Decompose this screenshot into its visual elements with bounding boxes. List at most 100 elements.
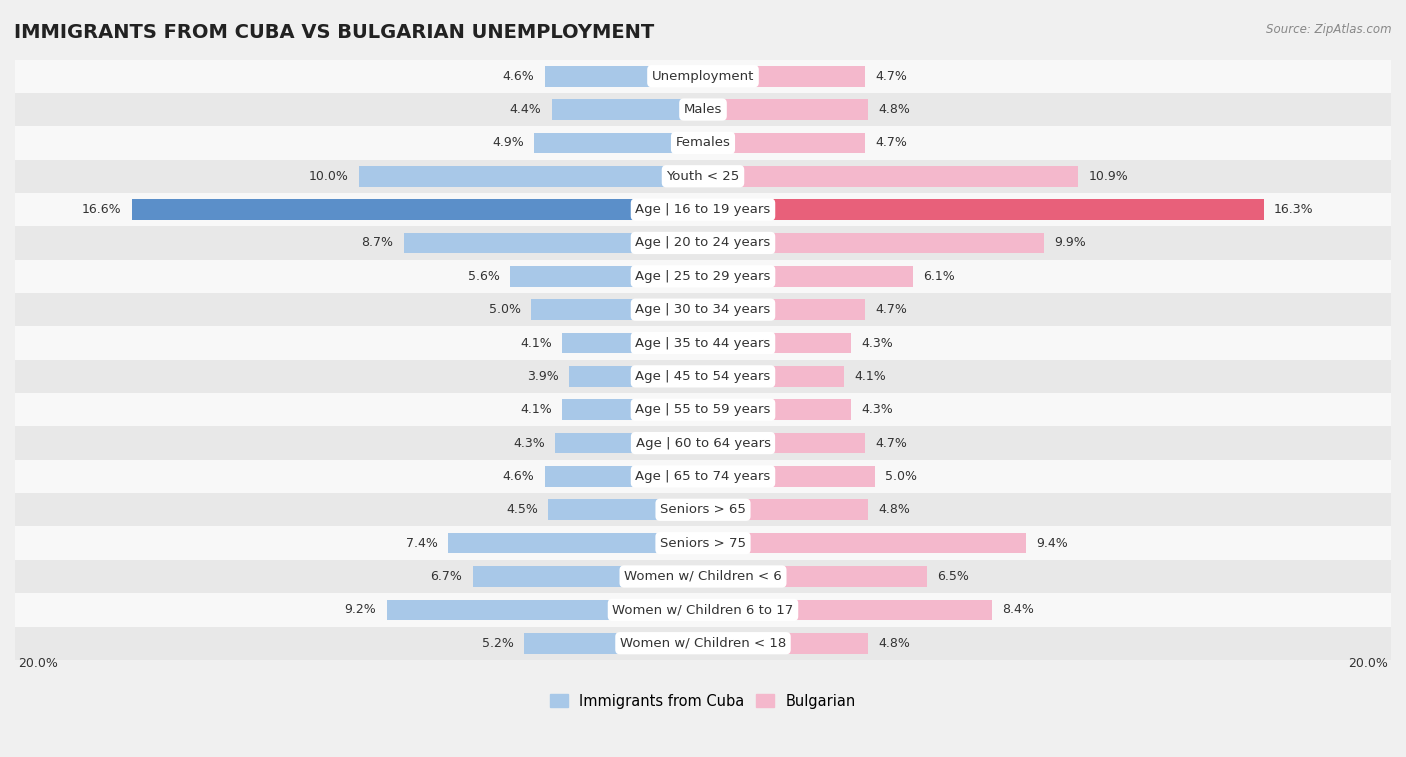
Text: Age | 60 to 64 years: Age | 60 to 64 years [636, 437, 770, 450]
Bar [472, 566, 703, 587]
Bar [15, 60, 1391, 93]
Text: 16.3%: 16.3% [1274, 203, 1313, 216]
Text: 5.0%: 5.0% [886, 470, 917, 483]
Bar [15, 426, 1391, 459]
Bar [703, 400, 851, 420]
Text: 4.8%: 4.8% [879, 503, 910, 516]
Text: 7.4%: 7.4% [406, 537, 439, 550]
Text: 4.7%: 4.7% [875, 136, 907, 149]
Text: Age | 25 to 29 years: Age | 25 to 29 years [636, 269, 770, 283]
Bar [15, 593, 1391, 627]
Bar [524, 633, 703, 653]
Bar [562, 400, 703, 420]
Bar [703, 66, 865, 86]
Bar [555, 433, 703, 453]
Text: 4.7%: 4.7% [875, 303, 907, 316]
Text: 9.2%: 9.2% [344, 603, 377, 616]
Text: 6.7%: 6.7% [430, 570, 463, 583]
Text: Women w/ Children < 6: Women w/ Children < 6 [624, 570, 782, 583]
Bar [15, 93, 1391, 126]
Bar [703, 232, 1043, 254]
Text: IMMIGRANTS FROM CUBA VS BULGARIAN UNEMPLOYMENT: IMMIGRANTS FROM CUBA VS BULGARIAN UNEMPL… [14, 23, 654, 42]
Bar [132, 199, 703, 220]
Bar [15, 126, 1391, 160]
Bar [569, 366, 703, 387]
Bar [703, 332, 851, 354]
Text: 3.9%: 3.9% [527, 370, 558, 383]
Bar [359, 166, 703, 186]
Text: 4.9%: 4.9% [492, 136, 524, 149]
Text: Women w/ Children 6 to 17: Women w/ Children 6 to 17 [613, 603, 793, 616]
Bar [449, 533, 703, 553]
Bar [15, 627, 1391, 660]
Text: Age | 45 to 54 years: Age | 45 to 54 years [636, 370, 770, 383]
Text: 4.8%: 4.8% [879, 103, 910, 116]
Bar [544, 66, 703, 86]
Bar [703, 433, 865, 453]
Bar [703, 99, 868, 120]
Text: 4.3%: 4.3% [862, 403, 893, 416]
Text: 6.1%: 6.1% [924, 269, 955, 283]
Bar [703, 366, 844, 387]
Text: Age | 20 to 24 years: Age | 20 to 24 years [636, 236, 770, 250]
Bar [703, 466, 875, 487]
Bar [703, 533, 1026, 553]
Bar [15, 193, 1391, 226]
Text: 9.9%: 9.9% [1054, 236, 1085, 250]
Text: 4.7%: 4.7% [875, 70, 907, 83]
Text: Age | 55 to 59 years: Age | 55 to 59 years [636, 403, 770, 416]
Text: Unemployment: Unemployment [652, 70, 754, 83]
Bar [562, 332, 703, 354]
Bar [15, 493, 1391, 526]
Legend: Immigrants from Cuba, Bulgarian: Immigrants from Cuba, Bulgarian [544, 688, 862, 715]
Bar [404, 232, 703, 254]
Bar [534, 132, 703, 153]
Text: 5.2%: 5.2% [482, 637, 513, 650]
Text: Age | 65 to 74 years: Age | 65 to 74 years [636, 470, 770, 483]
Bar [703, 166, 1078, 186]
Text: 20.0%: 20.0% [1348, 657, 1388, 671]
Bar [15, 459, 1391, 493]
Text: 4.1%: 4.1% [520, 403, 551, 416]
Bar [544, 466, 703, 487]
Bar [703, 600, 993, 620]
Text: 4.4%: 4.4% [509, 103, 541, 116]
Bar [703, 566, 927, 587]
Bar [551, 99, 703, 120]
Bar [15, 226, 1391, 260]
Bar [703, 199, 1264, 220]
Text: 4.1%: 4.1% [520, 337, 551, 350]
Bar [15, 326, 1391, 360]
Bar [703, 266, 912, 287]
Bar [387, 600, 703, 620]
Text: 9.4%: 9.4% [1036, 537, 1069, 550]
Bar [510, 266, 703, 287]
Bar [15, 293, 1391, 326]
Bar [15, 393, 1391, 426]
Text: Youth < 25: Youth < 25 [666, 170, 740, 182]
Text: Age | 16 to 19 years: Age | 16 to 19 years [636, 203, 770, 216]
Bar [703, 132, 865, 153]
Text: Age | 35 to 44 years: Age | 35 to 44 years [636, 337, 770, 350]
Text: 6.5%: 6.5% [936, 570, 969, 583]
Bar [15, 160, 1391, 193]
Bar [15, 526, 1391, 560]
Text: 4.6%: 4.6% [503, 470, 534, 483]
Text: Source: ZipAtlas.com: Source: ZipAtlas.com [1267, 23, 1392, 36]
Text: 8.4%: 8.4% [1002, 603, 1035, 616]
Bar [703, 633, 868, 653]
Text: Males: Males [683, 103, 723, 116]
Bar [703, 500, 868, 520]
Text: 10.0%: 10.0% [309, 170, 349, 182]
Text: 4.3%: 4.3% [513, 437, 544, 450]
Text: 4.5%: 4.5% [506, 503, 538, 516]
Bar [15, 260, 1391, 293]
Bar [15, 560, 1391, 593]
Bar [548, 500, 703, 520]
Text: Females: Females [675, 136, 731, 149]
Bar [531, 299, 703, 320]
Bar [703, 299, 865, 320]
Text: 4.6%: 4.6% [503, 70, 534, 83]
Text: 16.6%: 16.6% [82, 203, 122, 216]
Text: 5.6%: 5.6% [468, 269, 501, 283]
